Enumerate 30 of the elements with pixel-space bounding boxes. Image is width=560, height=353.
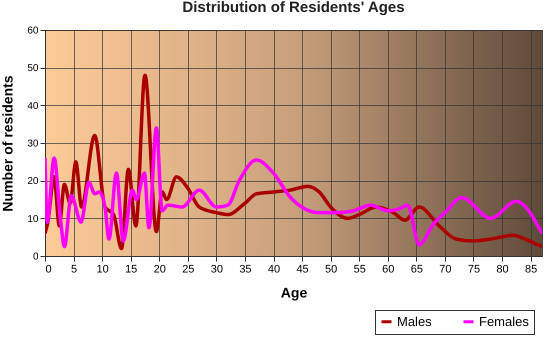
x-tick-label: 15 <box>125 264 138 276</box>
y-axis-title: Number of residents <box>0 75 16 212</box>
legend-label: Males <box>397 314 432 329</box>
legend-label: Females <box>479 314 530 329</box>
x-tick-label: 55 <box>354 264 366 276</box>
x-tick-label: 40 <box>268 264 280 276</box>
chart-title: Distribution of Residents' Ages <box>182 0 405 16</box>
x-tick-label: 50 <box>325 264 338 276</box>
x-tick-label: 65 <box>410 264 423 276</box>
x-tick-label: 25 <box>182 264 194 276</box>
y-tick-label: 50 <box>27 63 39 74</box>
x-tick-label: 45 <box>296 264 309 276</box>
x-axis-title: Age <box>280 284 308 300</box>
x-tick-label: 35 <box>239 264 252 276</box>
x-tick-label: 85 <box>524 264 538 276</box>
x-tick-label: 10 <box>96 264 109 276</box>
x-tick-label: 0 <box>46 264 52 276</box>
x-tick-label: 60 <box>382 264 394 276</box>
x-tick-label: 5 <box>71 264 78 276</box>
x-tick-label: 75 <box>468 264 480 276</box>
y-tick-label: 40 <box>27 100 39 112</box>
x-tick-label: 20 <box>154 264 166 276</box>
y-tick-label: 10 <box>27 214 39 225</box>
y-tick-label: 0 <box>32 252 39 262</box>
x-tick-label: 80 <box>496 264 509 276</box>
y-tick-label: 60 <box>27 26 39 36</box>
y-tick-label: 30 <box>27 138 39 150</box>
y-tick-label: 20 <box>27 176 39 188</box>
x-tick-label: 30 <box>210 264 224 276</box>
x-tick-label: 70 <box>439 264 452 276</box>
